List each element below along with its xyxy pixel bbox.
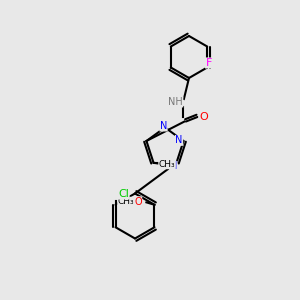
Text: CH₃: CH₃: [118, 197, 134, 206]
Text: O: O: [199, 112, 208, 122]
Text: N: N: [160, 121, 167, 131]
Text: F: F: [206, 58, 212, 68]
Text: CH₃: CH₃: [159, 160, 176, 169]
Text: N: N: [176, 135, 183, 146]
Text: NH: NH: [168, 97, 183, 107]
Text: N: N: [170, 161, 177, 171]
Text: O: O: [134, 197, 142, 207]
Text: Cl: Cl: [118, 189, 129, 199]
